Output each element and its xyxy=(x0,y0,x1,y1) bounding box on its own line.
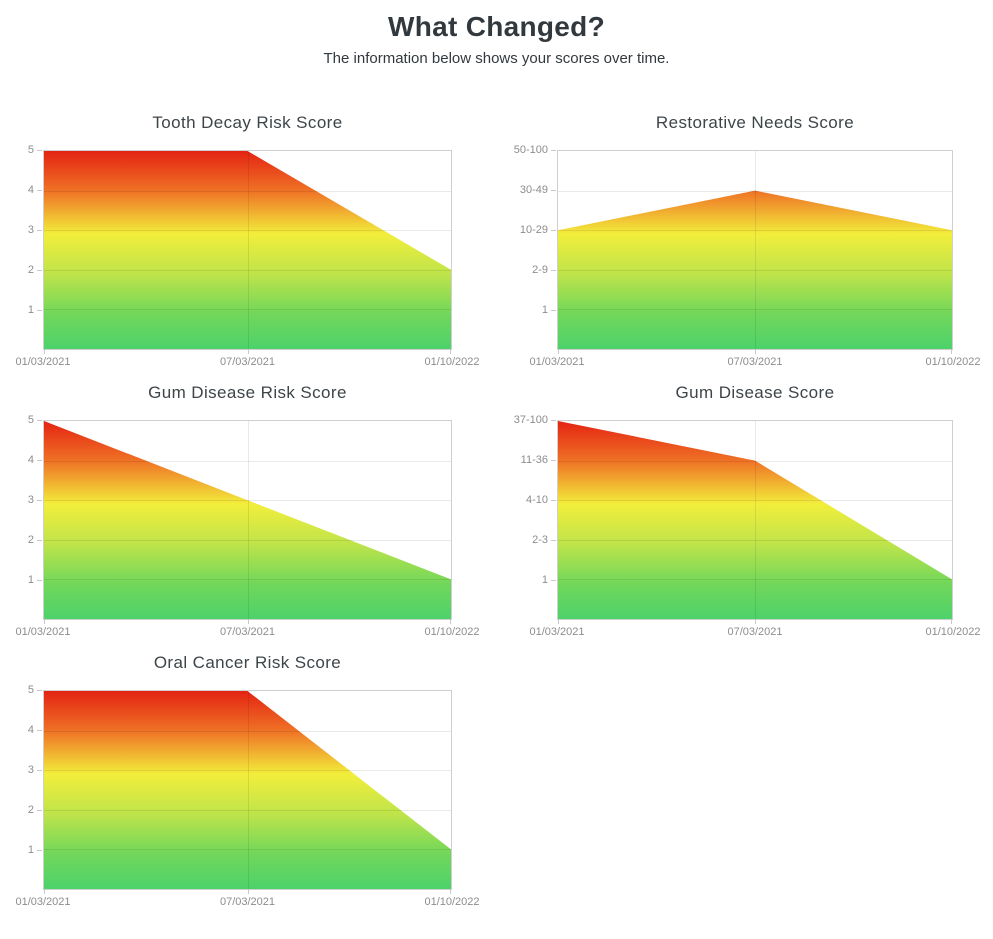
y-tick-label: 1 xyxy=(541,304,557,316)
area-series-fill xyxy=(558,190,952,349)
y-tick-label: 2 xyxy=(27,804,43,816)
y-tick-label: 2-9 xyxy=(532,264,556,276)
x-tick-label: 01/10/2022 xyxy=(424,356,480,368)
x-tick-mark xyxy=(558,349,559,354)
x-tick-label: 01/10/2022 xyxy=(424,626,480,638)
x-tick-mark xyxy=(247,889,249,894)
plot-area xyxy=(43,150,452,354)
x-tick-label: 07/03/2021 xyxy=(727,356,783,368)
x-tick-label: 01/03/2021 xyxy=(15,356,71,368)
y-tick-label: 50-100 xyxy=(513,144,557,156)
x-tick-label: 07/03/2021 xyxy=(219,626,276,638)
chart-oral-cancer-risk-score: Oral Cancer Risk Score 5 4 3 2 1 xyxy=(3,645,479,912)
x-tick-label: 07/03/2021 xyxy=(219,356,276,368)
page-subtitle: The information below shows your scores … xyxy=(323,50,670,67)
y-tick-label: 2 xyxy=(27,264,43,276)
y-tick-label: 2-3 xyxy=(532,534,556,546)
chart-title: Gum Disease Risk Score xyxy=(148,383,347,402)
x-tick-mark xyxy=(450,619,451,624)
x-tick-mark xyxy=(44,349,45,354)
x-axis: 01/03/2021 07/03/2021 01/10/2022 xyxy=(529,626,980,642)
x-tick-label: 01/10/2022 xyxy=(925,356,981,368)
area-series-fill xyxy=(44,421,451,619)
chart-title: Gum Disease Score xyxy=(675,383,835,402)
chart-title: Restorative Needs Score xyxy=(655,113,855,132)
y-tick-label: 11-36 xyxy=(520,454,557,466)
page-title: What Changed? xyxy=(388,11,605,42)
chart-tooth-decay-risk-score: Tooth Decay Risk Score 5 4 3 2 1 xyxy=(3,105,479,372)
area-series-fill xyxy=(44,151,451,349)
y-axis: 50-100 30-49 10-29 2-9 1 xyxy=(513,144,557,350)
y-tick-label: 4 xyxy=(27,454,43,466)
x-tick-mark xyxy=(755,619,756,624)
x-tick-mark xyxy=(450,349,451,354)
y-tick-label: 10-29 xyxy=(519,224,557,236)
x-tick-mark xyxy=(44,889,45,894)
y-tick-label: 3 xyxy=(27,494,43,506)
chart-gum-disease-risk-score: Gum Disease Risk Score 5 4 3 2 1 xyxy=(3,375,479,642)
x-tick-label: 07/03/2021 xyxy=(219,896,276,908)
x-tick-mark xyxy=(951,349,952,354)
x-tick-mark xyxy=(44,619,45,624)
y-axis: 5 4 3 2 1 xyxy=(3,414,43,620)
x-axis: 01/03/2021 07/03/2021 01/10/2022 xyxy=(15,896,479,912)
x-tick-label: 01/03/2021 xyxy=(15,896,71,908)
y-axis: 5 4 3 2 1 xyxy=(3,684,43,890)
y-tick-label: 5 xyxy=(27,144,43,156)
x-tick-label: 01/03/2021 xyxy=(529,356,585,368)
x-tick-mark xyxy=(247,619,249,624)
y-tick-label: 5 xyxy=(27,684,43,696)
y-tick-label: 3 xyxy=(27,224,43,236)
plot-area xyxy=(557,420,953,624)
y-tick-label: 1 xyxy=(541,574,557,586)
x-tick-label: 01/03/2021 xyxy=(15,626,71,638)
x-tick-label: 07/03/2021 xyxy=(727,626,783,638)
chart-title: Oral Cancer Risk Score xyxy=(153,653,342,672)
y-tick-label: 4 xyxy=(27,184,43,196)
x-axis: 01/03/2021 07/03/2021 01/10/2022 xyxy=(15,356,479,372)
y-tick-label: 4-10 xyxy=(525,494,557,506)
plot-area xyxy=(557,150,953,354)
y-tick-label: 2 xyxy=(27,534,43,546)
plot-area xyxy=(43,690,452,894)
y-tick-label: 5 xyxy=(27,414,43,426)
x-tick-mark xyxy=(755,349,756,354)
page-heading: What Changed? The information below show… xyxy=(0,0,993,69)
x-tick-label: 01/10/2022 xyxy=(424,896,480,908)
y-tick-label: 30-49 xyxy=(519,184,557,196)
y-axis: 5 4 3 2 1 xyxy=(3,144,43,350)
x-tick-mark xyxy=(247,349,249,354)
y-tick-label: 37-100 xyxy=(513,414,557,426)
chart-restorative-needs-score: Restorative Needs Score 50-100 30-49 10-… xyxy=(513,105,981,372)
chart-title: Tooth Decay Risk Score xyxy=(152,113,343,132)
plot-area xyxy=(43,420,452,624)
x-axis: 01/03/2021 07/03/2021 01/10/2022 xyxy=(529,356,980,372)
x-axis: 01/03/2021 07/03/2021 01/10/2022 xyxy=(15,626,479,642)
y-axis: 37-100 11-36 4-10 2-3 1 xyxy=(513,414,557,620)
area-series-fill xyxy=(44,691,451,889)
y-tick-label: 1 xyxy=(27,304,43,316)
x-tick-mark xyxy=(558,619,559,624)
area-series-fill xyxy=(558,421,952,619)
x-tick-label: 01/10/2022 xyxy=(925,626,981,638)
chart-gum-disease-score: Gum Disease Score 37-100 11-36 4-10 2-3 … xyxy=(513,375,981,642)
x-tick-mark xyxy=(951,619,952,624)
y-tick-label: 4 xyxy=(27,724,43,736)
x-tick-label: 01/03/2021 xyxy=(529,626,585,638)
y-tick-label: 1 xyxy=(27,844,43,856)
x-tick-mark xyxy=(450,889,451,894)
y-tick-label: 3 xyxy=(27,764,43,776)
y-tick-label: 1 xyxy=(27,574,43,586)
